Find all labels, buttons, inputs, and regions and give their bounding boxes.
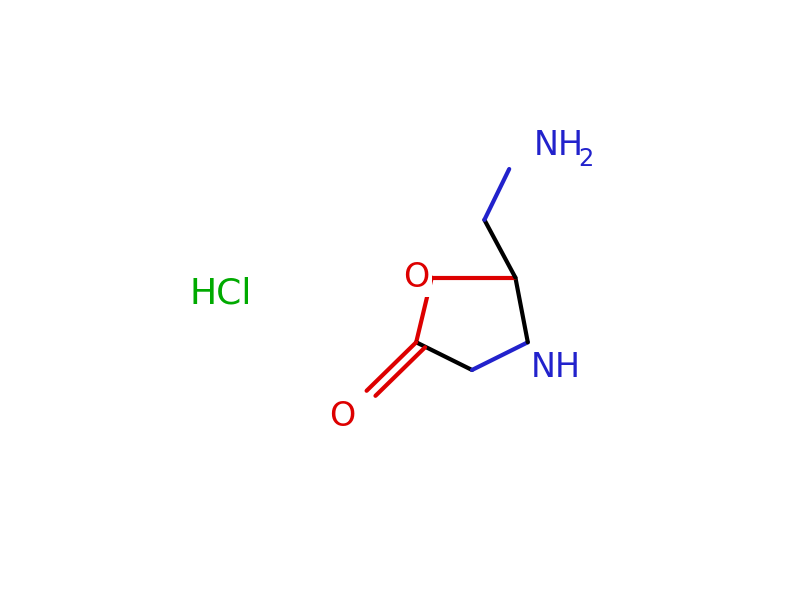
Text: NH: NH (531, 351, 581, 384)
Text: 2: 2 (578, 147, 594, 171)
Text: O: O (403, 261, 430, 294)
Text: NH: NH (534, 130, 584, 163)
Text: O: O (329, 400, 355, 433)
Text: HCl: HCl (190, 277, 252, 311)
